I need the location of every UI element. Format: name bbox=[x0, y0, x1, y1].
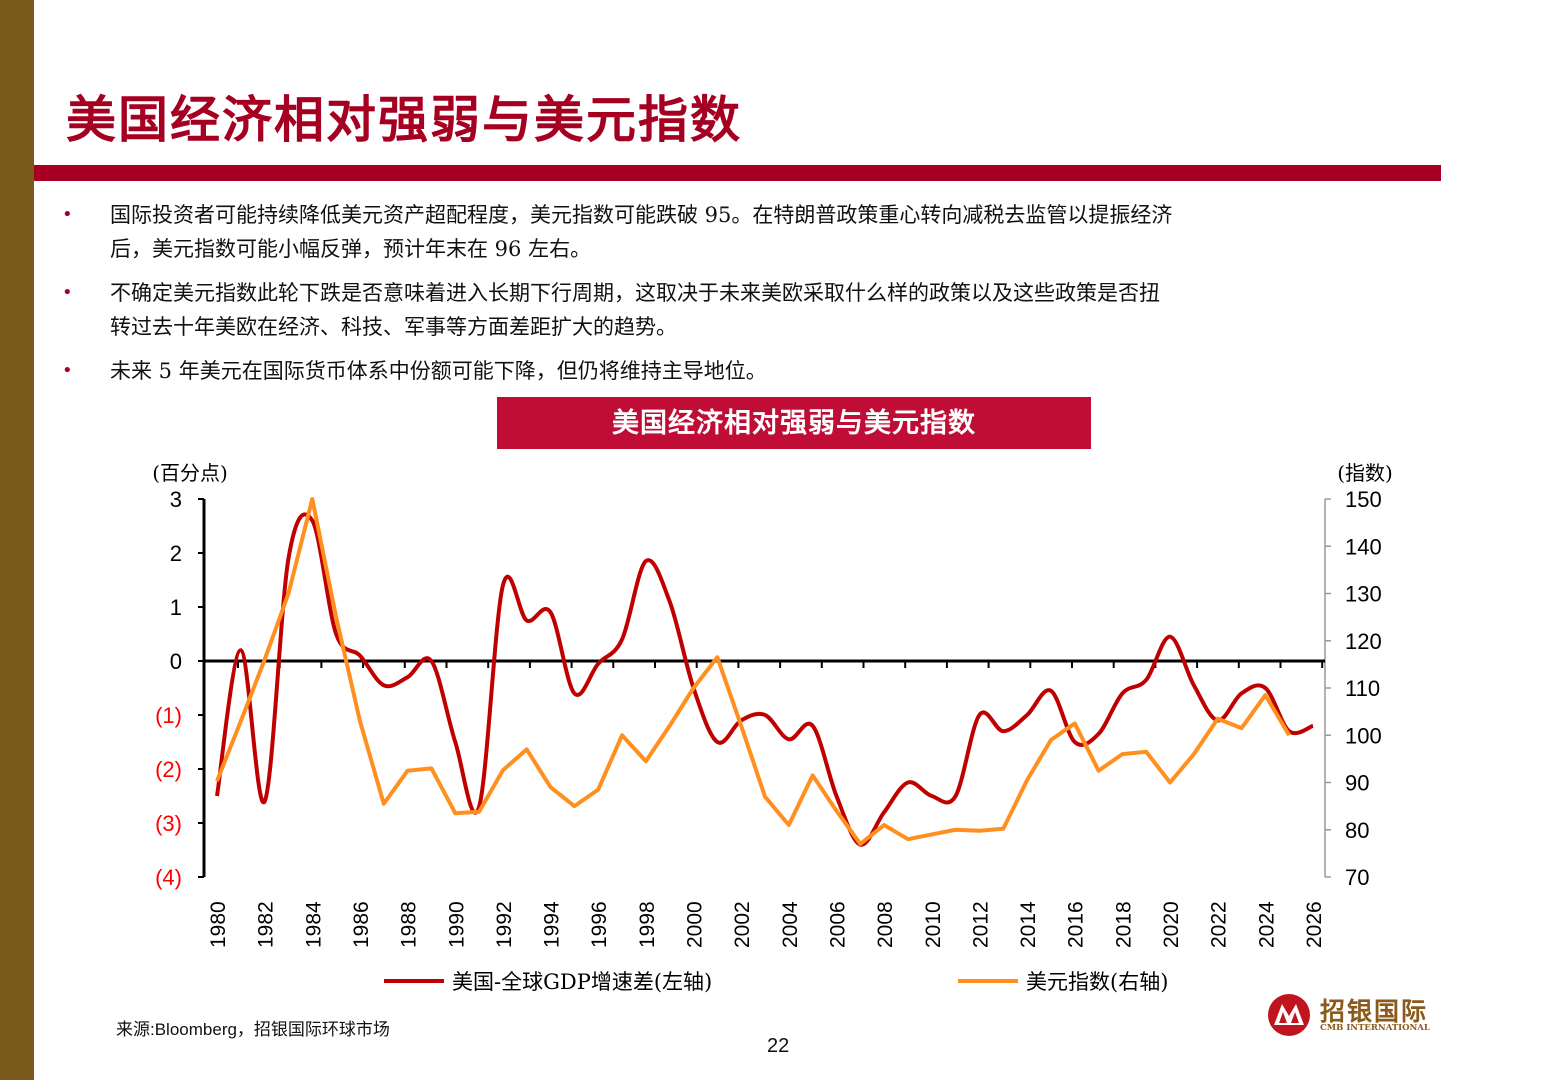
bullet-item: • 国际投资者可能持续降低美元资产超配程度，美元指数可能跌破 95。在特朗普政策… bbox=[60, 198, 1440, 266]
left-axis-tick-label: (3) bbox=[155, 811, 182, 836]
x-axis-tick-label: 2020 bbox=[1160, 901, 1183, 948]
x-axis-tick-label: 2012 bbox=[969, 901, 992, 948]
x-axis-tick-label: 2022 bbox=[1208, 901, 1231, 948]
bullet-marker: • bbox=[62, 360, 73, 381]
right-axis-label: (指数) bbox=[1337, 461, 1393, 485]
x-axis-tick-label: 2010 bbox=[922, 901, 945, 948]
bullet-marker: • bbox=[62, 204, 73, 225]
left-axis-tick-label: 2 bbox=[170, 541, 182, 566]
bullet-item: • 未来 5 年美元在国际货币体系中份额可能下降，但仍将维持主导地位。 bbox=[60, 354, 1440, 388]
bullet-line: 未来 5 年美元在国际货币体系中份额可能下降，但仍将维持主导地位。 bbox=[110, 359, 767, 383]
x-axis-tick-label: 1990 bbox=[445, 901, 468, 948]
left-axis-tick-label: (4) bbox=[155, 865, 182, 890]
bullet-marker: • bbox=[62, 282, 73, 303]
x-axis-tick-label: 1994 bbox=[541, 901, 564, 948]
title-rule bbox=[34, 165, 1441, 181]
x-axis-tick-label: 1988 bbox=[398, 901, 421, 948]
x-axis-tick-label: 1984 bbox=[302, 901, 325, 948]
right-axis-tick-label: 120 bbox=[1345, 629, 1382, 654]
x-axis-tick-label: 2000 bbox=[684, 901, 707, 948]
bullet-list: • 国际投资者可能持续降低美元资产超配程度，美元指数可能跌破 95。在特朗普政策… bbox=[60, 198, 1440, 398]
left-axis-label: (百分点) bbox=[152, 461, 228, 485]
x-axis-tick-label: 1998 bbox=[636, 901, 659, 948]
logo-text-en: CMB INTERNATIONAL bbox=[1320, 1023, 1430, 1033]
x-axis-tick-label: 1980 bbox=[207, 901, 230, 948]
right-axis-tick-label: 140 bbox=[1345, 534, 1382, 559]
bullet-line: 转过去十年美欧在经济、科技、军事等方面差距扩大的趋势。 bbox=[110, 315, 677, 339]
x-axis-tick-label: 2006 bbox=[826, 901, 849, 948]
bullet-line: 国际投资者可能持续降低美元资产超配程度，美元指数可能跌破 95。在特朗普政策重心… bbox=[110, 203, 1173, 227]
left-axis-tick-label: (2) bbox=[155, 757, 182, 782]
right-axis-tick-label: 90 bbox=[1345, 771, 1369, 796]
side-bar bbox=[0, 0, 34, 1080]
legend-label: 美国-全球GDP增速差(左轴) bbox=[452, 970, 712, 994]
left-axis-tick-label: (1) bbox=[155, 703, 182, 728]
right-axis-tick-label: 130 bbox=[1345, 582, 1382, 607]
x-axis-tick-label: 1996 bbox=[588, 901, 611, 948]
x-axis-tick-label: 2026 bbox=[1303, 901, 1326, 948]
legend-label: 美元指数(右轴) bbox=[1026, 970, 1168, 994]
page-title: 美国经济相对强弱与美元指数 bbox=[66, 90, 742, 149]
bullet-item: • 不确定美元指数此轮下跌是否意味着进入长期下行周期，这取决于未来美欧采取什么样… bbox=[60, 276, 1440, 344]
x-axis-tick-label: 2014 bbox=[1017, 901, 1040, 948]
left-axis-tick-label: 1 bbox=[170, 595, 182, 620]
cmb-logo-icon bbox=[1268, 994, 1310, 1036]
x-axis-tick-label: 2008 bbox=[874, 901, 897, 948]
gdp-diff-line bbox=[215, 512, 1314, 847]
right-axis-tick-label: 150 bbox=[1345, 487, 1382, 512]
right-axis-tick-label: 80 bbox=[1345, 818, 1369, 843]
x-axis-tick-label: 2024 bbox=[1255, 901, 1278, 948]
x-axis-tick-label: 2016 bbox=[1065, 901, 1088, 948]
right-axis-tick-label: 110 bbox=[1345, 676, 1380, 701]
cmb-logo: 招银国际 CMB INTERNATIONAL bbox=[1266, 992, 1446, 1038]
bullet-line: 后，美元指数可能小幅反弹，预计年末在 96 左右。 bbox=[110, 237, 592, 261]
bullet-line: 不确定美元指数此轮下跌是否意味着进入长期下行周期，这取决于未来美欧采取什么样的政… bbox=[110, 281, 1160, 305]
left-axis-tick-label: 0 bbox=[170, 649, 182, 674]
x-axis-tick-label: 1982 bbox=[255, 901, 278, 948]
dollar-index-line bbox=[215, 497, 1291, 846]
logo-text-cn: 招银国际 bbox=[1320, 997, 1429, 1026]
chart-title-banner: 美国经济相对强弱与美元指数 bbox=[497, 397, 1091, 449]
x-axis-tick-label: 2004 bbox=[779, 901, 802, 948]
right-axis-tick-label: 100 bbox=[1345, 723, 1382, 748]
left-axis-tick-label: 3 bbox=[170, 487, 182, 512]
source-note: 来源:Bloomberg，招银国际环球市场 bbox=[116, 1020, 390, 1039]
x-axis-tick-label: 1986 bbox=[350, 901, 373, 948]
x-axis-tick-label: 2002 bbox=[731, 901, 754, 948]
page-number: 22 bbox=[767, 1035, 790, 1057]
right-axis-tick-label: 70 bbox=[1345, 865, 1369, 890]
x-axis-tick-label: 2018 bbox=[1112, 901, 1135, 948]
x-axis-tick-label: 1992 bbox=[493, 901, 516, 948]
